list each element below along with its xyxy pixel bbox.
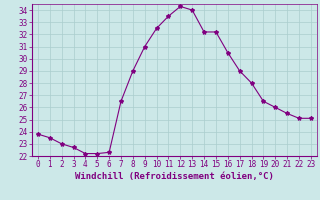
X-axis label: Windchill (Refroidissement éolien,°C): Windchill (Refroidissement éolien,°C) xyxy=(75,172,274,181)
